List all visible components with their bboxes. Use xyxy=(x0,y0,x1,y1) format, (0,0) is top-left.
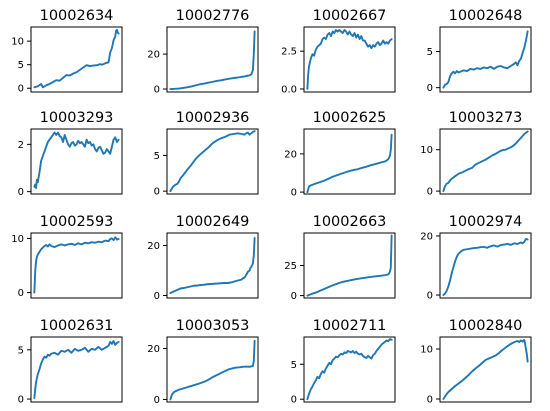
panel-title: 10002634 xyxy=(40,8,114,24)
panel-title: 10002840 xyxy=(449,318,523,334)
y-tick-label: 20 xyxy=(147,344,160,355)
y-tick-label: 10 xyxy=(11,234,24,245)
y-tick-label: 2.5 xyxy=(281,47,297,58)
panel-title: 10002663 xyxy=(313,214,387,230)
y-tick-label: 0 xyxy=(427,187,433,198)
axes-frame xyxy=(439,128,532,195)
y-tick-label: 0 xyxy=(18,395,24,406)
subplot-10003273: 0 10 10003273 xyxy=(420,110,532,198)
subplot-10002776: 0 20 10002776 xyxy=(147,8,259,96)
subplot-10002936: 0 5 10002936 xyxy=(154,110,259,198)
axes-frame xyxy=(303,336,396,403)
subplot-10003053: 0 20 10003053 xyxy=(147,318,259,406)
subplot-10002711: 0 5 10002711 xyxy=(291,318,396,406)
panel-title: 10002593 xyxy=(40,214,114,230)
y-tick-label: 25 xyxy=(284,261,297,272)
y-tick-label: 10 xyxy=(420,145,433,156)
panel-title: 10002625 xyxy=(313,110,387,126)
subplot-10003293: 0 2 10003293 xyxy=(18,110,123,198)
y-tick-label: 2 xyxy=(18,140,24,151)
y-tick-label: 5 xyxy=(291,360,297,371)
axes-frame xyxy=(30,128,123,195)
y-tick-label: 0 xyxy=(154,85,160,96)
y-tick-label: 0 xyxy=(154,291,160,302)
subplot-10002625: 0 20 10002625 xyxy=(284,110,396,199)
y-tick-label: 0 xyxy=(18,288,24,299)
y-tick-label: 0.0 xyxy=(281,84,297,95)
panel-title: 10002936 xyxy=(176,110,250,126)
y-tick-label: 20 xyxy=(420,231,433,242)
series-line xyxy=(306,29,393,90)
panel-title: 10003293 xyxy=(40,110,114,126)
series-line xyxy=(442,237,529,296)
y-tick-label: 0 xyxy=(427,291,433,302)
series-line xyxy=(306,133,393,194)
y-tick-label: 10 xyxy=(420,345,433,356)
axes-frame xyxy=(166,232,259,299)
axes-frame xyxy=(30,232,123,299)
subplot-10002648: 0 5 10002648 xyxy=(427,8,532,94)
series-line xyxy=(169,30,256,90)
y-tick-label: 10 xyxy=(11,37,24,48)
y-tick-label: 20 xyxy=(284,149,297,160)
panel-title: 10003053 xyxy=(176,318,250,334)
subplot-10002631: 0 5 10002631 xyxy=(18,318,123,406)
axes-frame xyxy=(439,336,532,403)
axes-frame xyxy=(30,26,123,93)
y-tick-label: 0 xyxy=(154,187,160,198)
panel-title: 10002667 xyxy=(313,8,387,24)
y-tick-label: 5 xyxy=(154,151,160,162)
y-tick-label: 0 xyxy=(18,84,24,95)
y-tick-label: 5 xyxy=(427,47,433,58)
panel-title: 10002711 xyxy=(313,318,387,334)
series-line xyxy=(442,130,529,193)
series-line xyxy=(306,234,393,297)
y-tick-label: 0 xyxy=(291,291,297,302)
panel-title: 10002974 xyxy=(449,214,523,230)
axes-frame xyxy=(439,26,532,93)
y-tick-label: 0 xyxy=(291,395,297,406)
y-tick-label: 0 xyxy=(154,395,160,406)
y-tick-label: 20 xyxy=(147,50,160,61)
series-line xyxy=(33,131,120,190)
series-line xyxy=(33,236,120,294)
subplot-10002667: 0.0 2.5 10002667 xyxy=(281,8,396,95)
y-tick-label: 0 xyxy=(18,187,24,198)
series-line xyxy=(169,130,256,193)
series-line xyxy=(33,28,120,89)
axes-frame xyxy=(166,128,259,195)
y-tick-label: 0 xyxy=(291,188,297,199)
y-tick-label: 5 xyxy=(18,60,24,71)
subplot-10002593: 0 10 10002593 xyxy=(11,214,123,299)
subplot-10002663: 0 25 10002663 xyxy=(284,214,396,302)
y-tick-label: 20 xyxy=(147,241,160,252)
axes-frame xyxy=(166,336,259,403)
y-tick-label: 5 xyxy=(18,345,24,356)
subplot-10002974: 0 20 10002974 xyxy=(420,214,532,302)
y-tick-label: 0 xyxy=(427,395,433,406)
panel-title: 10002776 xyxy=(176,8,250,24)
panel-title: 10003273 xyxy=(449,110,523,126)
series-line xyxy=(306,338,393,401)
series-line xyxy=(169,237,256,294)
panel-title: 10002648 xyxy=(449,8,523,24)
subplot-10002634: 0 5 10 10002634 xyxy=(11,8,123,95)
y-tick-label: 0 xyxy=(427,83,433,94)
axes-frame xyxy=(303,232,396,299)
subplot-10002649: 0 20 10002649 xyxy=(147,214,259,302)
series-line xyxy=(169,339,256,401)
panel-title: 10002631 xyxy=(40,318,114,334)
subplot-10002840: 0 10 10002840 xyxy=(420,318,532,406)
axes-frame xyxy=(303,26,396,93)
series-line xyxy=(442,339,529,400)
series-line xyxy=(33,339,120,400)
series-line xyxy=(442,30,529,89)
panel-title: 10002649 xyxy=(176,214,250,230)
